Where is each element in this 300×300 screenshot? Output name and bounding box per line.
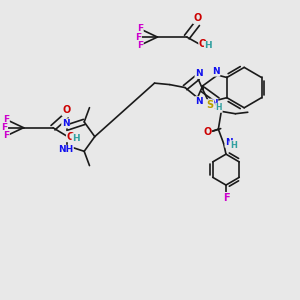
Text: O: O [199,40,207,50]
Text: F: F [2,123,8,132]
Text: N: N [225,138,233,147]
Text: H: H [205,41,212,50]
Text: F: F [137,41,143,50]
Text: N: N [210,99,218,108]
Text: N: N [195,97,203,106]
Text: O: O [203,127,211,136]
Text: F: F [137,24,143,33]
Text: S: S [206,100,214,110]
Text: O: O [67,132,75,142]
Text: H: H [216,103,222,112]
Text: O: O [62,106,70,116]
Text: F: F [135,33,141,42]
Text: N: N [212,67,220,76]
Text: F: F [3,115,9,124]
Text: O: O [193,13,201,23]
Text: NH: NH [58,146,73,154]
Text: F: F [3,131,9,140]
Text: H: H [230,141,237,150]
Text: N: N [62,119,69,128]
Text: N: N [195,69,203,78]
Text: F: F [223,193,229,202]
Text: H: H [72,134,80,142]
